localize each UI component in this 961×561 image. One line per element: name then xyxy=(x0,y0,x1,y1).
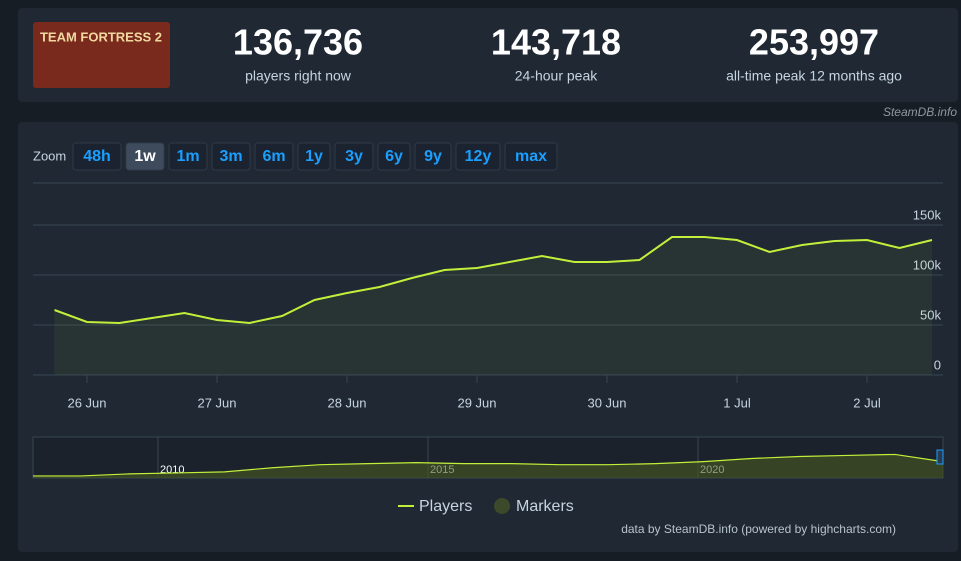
line xyxy=(54,236,933,325)
zoom-button[interactable] xyxy=(414,142,452,171)
zoom-button-label[interactable]: 12y xyxy=(465,148,492,165)
x-tick-label: 27 Jun xyxy=(197,395,236,410)
zoom-button[interactable] xyxy=(377,142,411,171)
zoom-label: Zoom xyxy=(33,148,66,163)
stat-value: 143,718 xyxy=(491,22,621,63)
y-tick-label: 150k xyxy=(913,207,942,222)
zoom-button[interactable] xyxy=(72,142,122,171)
zoom-button[interactable] xyxy=(297,142,331,171)
credit: data by SteamDB.info (powered by highcha… xyxy=(621,522,896,536)
zoom-button-label[interactable]: max xyxy=(515,148,547,165)
zoom-button[interactable] xyxy=(254,142,294,171)
x-tick-label: 2 Jul xyxy=(853,395,881,410)
legend-label[interactable]: Markers xyxy=(516,498,574,515)
stat-label: 24-hour peak xyxy=(515,68,599,84)
area xyxy=(54,237,932,375)
x-tick-label: 29 Jun xyxy=(457,395,496,410)
legend-swatch xyxy=(494,498,510,514)
x-tick-label: 28 Jun xyxy=(327,395,366,410)
game-logo xyxy=(33,22,170,88)
stats-panel xyxy=(18,8,958,102)
zoom-button[interactable] xyxy=(168,142,208,171)
zoom-button-label[interactable]: 1w xyxy=(134,148,156,165)
zoom-button-label[interactable]: 3m xyxy=(219,148,242,165)
logo-text: TEAM FORTRESS 2 xyxy=(40,29,162,44)
zoom-button[interactable] xyxy=(211,142,251,171)
x-tick-label: 1 Jul xyxy=(723,395,751,410)
navigator-area xyxy=(33,454,943,478)
x-tick-label: 30 Jun xyxy=(587,395,626,410)
stat-label: players right now xyxy=(245,68,352,84)
navigator-handle[interactable] xyxy=(936,449,944,465)
legend-label[interactable]: Players xyxy=(419,498,472,515)
stat-value: 136,736 xyxy=(233,22,363,63)
source-link[interactable]: SteamDB.info xyxy=(883,105,957,119)
zoom-button-label[interactable]: 1m xyxy=(176,148,199,165)
y-tick-label: 100k xyxy=(913,257,942,272)
zoom-button-label[interactable]: 6y xyxy=(385,148,403,165)
zoom-button-label[interactable]: 3y xyxy=(345,148,363,165)
zoom-button[interactable] xyxy=(334,142,374,171)
zoom-button-label[interactable]: 48h xyxy=(83,148,111,165)
zoom-button[interactable] xyxy=(504,142,558,171)
zoom-button-label[interactable]: 1y xyxy=(305,148,323,165)
y-tick-label: 50k xyxy=(920,307,941,322)
zoom-button[interactable] xyxy=(455,142,501,171)
y-tick-label: 0 xyxy=(934,357,941,372)
zoom-button[interactable] xyxy=(125,142,165,171)
navigator-line xyxy=(33,453,944,477)
zoom-button-label[interactable]: 6m xyxy=(262,148,285,165)
x-tick-label: 26 Jun xyxy=(67,395,106,410)
stat-value: 253,997 xyxy=(749,22,879,63)
stat-label: all-time peak 12 months ago xyxy=(726,68,902,84)
zoom-button-label[interactable]: 9y xyxy=(424,148,442,165)
